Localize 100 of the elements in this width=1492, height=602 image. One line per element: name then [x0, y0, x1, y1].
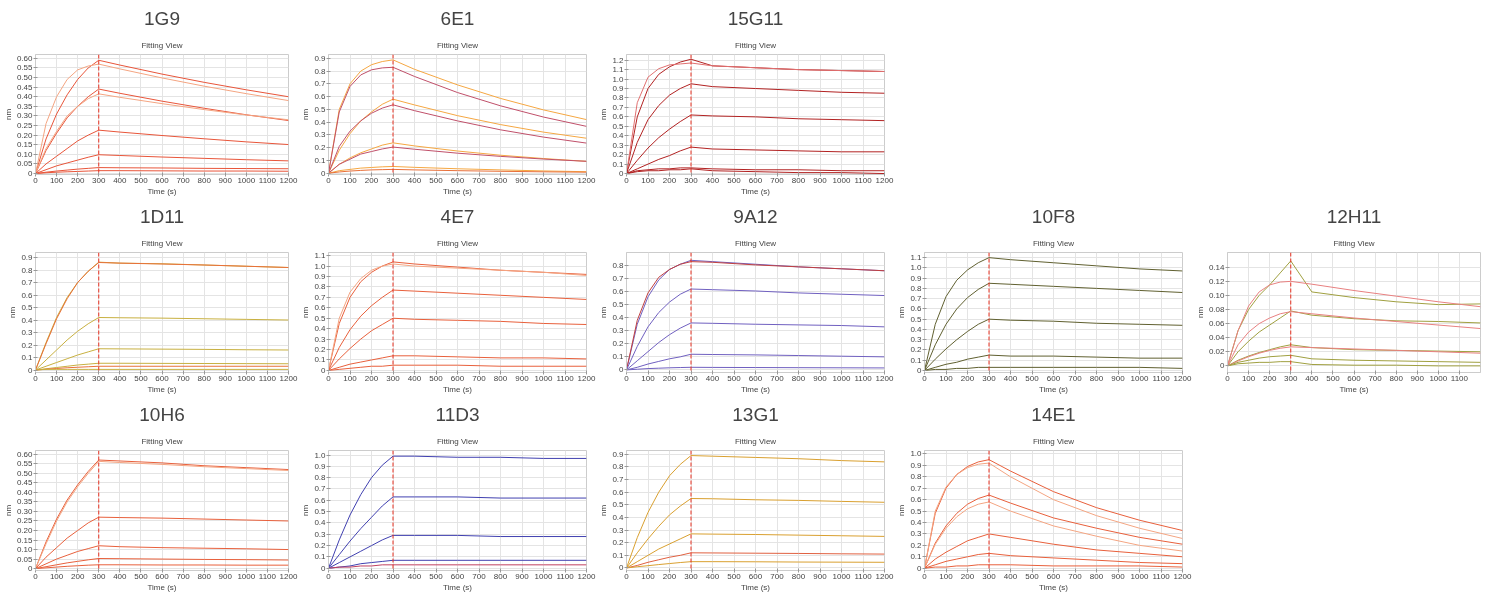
- x-tick-label: 100: [939, 373, 954, 383]
- x-tick-label: 800: [1389, 373, 1404, 383]
- y-tick-label: 0.3: [21, 328, 34, 337]
- x-tick-label: 900: [515, 373, 530, 383]
- x-tick-label: 700: [472, 175, 487, 185]
- y-tick-label: 0.60: [16, 53, 34, 63]
- y-tick-label: 0.8: [314, 282, 327, 292]
- chart-subtitle: Fitting View: [436, 40, 479, 50]
- y-tick-label: 0.6: [314, 303, 327, 313]
- y-tick-label: 0.25: [16, 121, 34, 131]
- y-tick-label: 0.8: [314, 473, 327, 483]
- x-axis-title: Time (s): [147, 384, 177, 394]
- x-tick-label: 1200: [577, 571, 596, 581]
- x-tick-label: 500: [1326, 373, 1341, 383]
- y-tick-label: 0.5: [314, 313, 327, 323]
- y-tick-label: 0.55: [16, 459, 34, 469]
- x-axis-title: Time (s): [740, 186, 771, 196]
- y-axis-title: nm: [599, 306, 609, 319]
- y-tick-label: 0.8: [21, 265, 34, 275]
- x-tick-label: 300: [684, 373, 699, 383]
- x-tick-label: 800: [493, 175, 508, 185]
- x-tick-label: 500: [134, 571, 149, 581]
- x-tick-label: 500: [727, 175, 742, 185]
- y-tick-label: 0.5: [314, 104, 327, 114]
- chart-title: 11D3: [435, 403, 480, 425]
- chart-subtitle: Fitting View: [734, 436, 777, 446]
- x-tick-label: 400: [705, 373, 720, 383]
- x-tick-label: 500: [727, 373, 742, 383]
- x-tick-label: 100: [49, 373, 64, 383]
- chart-subtitle: Fitting View: [141, 40, 183, 50]
- x-tick-label: 1100: [854, 373, 873, 383]
- y-tick-label: 0.7: [612, 475, 625, 485]
- x-tick-label: 1200: [279, 175, 298, 185]
- y-tick-label: 0: [321, 563, 327, 573]
- x-tick-label: 800: [197, 373, 212, 383]
- y-tick-label: 0.20: [16, 526, 34, 535]
- x-tick-label: 1100: [258, 175, 277, 185]
- y-tick-label: 0: [321, 168, 327, 178]
- y-tick-label: 0.6: [612, 287, 625, 297]
- y-tick-label: 0.5: [910, 314, 923, 324]
- y-axis-title: nm: [3, 504, 13, 517]
- x-tick-label: 400: [113, 571, 128, 581]
- x-tick-label: 200: [364, 373, 379, 383]
- x-tick-label: 400: [1003, 373, 1018, 383]
- y-tick-label: 0.1: [910, 355, 923, 365]
- x-tick-label: 500: [134, 175, 149, 185]
- y-tick-label: 0.35: [16, 497, 34, 507]
- y-tick-label: 1.0: [910, 449, 923, 459]
- y-tick-label: 0.9: [910, 460, 923, 470]
- x-tick-label: 1000: [237, 373, 256, 383]
- x-tick-label: 1100: [854, 571, 873, 581]
- x-tick-label: 600: [450, 175, 465, 185]
- y-tick-label: 0.4: [910, 324, 923, 334]
- chart-subtitle: Fitting View: [1032, 436, 1075, 446]
- x-tick-label: 600: [748, 373, 763, 383]
- x-tick-label: 1200: [577, 175, 596, 185]
- y-tick-label: 0.5: [21, 303, 34, 312]
- y-tick-label: 0.3: [314, 130, 327, 140]
- y-tick-label: 0.1: [314, 355, 327, 365]
- chart-subtitle: Fitting View: [141, 436, 183, 446]
- x-tick-label: 1100: [1152, 373, 1171, 383]
- y-tick-label: 0.14: [1208, 262, 1226, 272]
- x-tick-label: 100: [641, 373, 656, 383]
- y-tick-label: 0.1: [314, 552, 327, 562]
- y-tick-label: 0.2: [612, 538, 625, 548]
- x-tick-label: 900: [1111, 571, 1126, 581]
- x-tick-label: 200: [662, 175, 677, 185]
- x-tick-label: 100: [49, 175, 64, 185]
- y-tick-label: 0.45: [16, 478, 34, 488]
- x-tick-label: 200: [960, 571, 975, 581]
- y-tick-label: 0.15: [16, 535, 34, 545]
- x-tick-label: 700: [770, 175, 785, 185]
- y-axis-title: nm: [301, 306, 311, 319]
- x-tick-label: 700: [1068, 571, 1083, 581]
- y-tick-label: 1.0: [612, 74, 625, 84]
- x-tick-label: 1100: [258, 571, 277, 581]
- x-tick-label: 100: [641, 175, 656, 185]
- y-axis-title: nm: [8, 306, 18, 319]
- y-tick-label: 0.1: [612, 550, 625, 560]
- y-tick-label: 0.10: [16, 545, 34, 555]
- x-tick-label: 1200: [875, 175, 894, 185]
- y-tick-label: 0.7: [910, 294, 923, 304]
- y-axis-title: nm: [897, 504, 907, 517]
- y-tick-label: 0.9: [21, 253, 34, 262]
- y-tick-label: 0.7: [314, 79, 327, 89]
- x-tick-label: 1000: [832, 373, 851, 383]
- x-tick-label: 900: [813, 373, 828, 383]
- y-tick-label: 0.3: [910, 529, 923, 539]
- x-tick-label: 1100: [854, 175, 873, 185]
- x-tick-label: 400: [407, 373, 422, 383]
- x-tick-label: 700: [472, 571, 487, 581]
- y-tick-label: 0.20: [16, 130, 34, 140]
- y-tick-label: 0.02: [1208, 347, 1226, 357]
- x-tick-label: 100: [343, 373, 358, 383]
- y-tick-label: 0.4: [612, 512, 625, 522]
- x-tick-label: 100: [343, 175, 358, 185]
- x-tick-label: 900: [218, 373, 233, 383]
- y-tick-label: 0.1: [612, 159, 625, 169]
- x-tick-label: 300: [386, 175, 401, 185]
- x-tick-label: 200: [662, 373, 677, 383]
